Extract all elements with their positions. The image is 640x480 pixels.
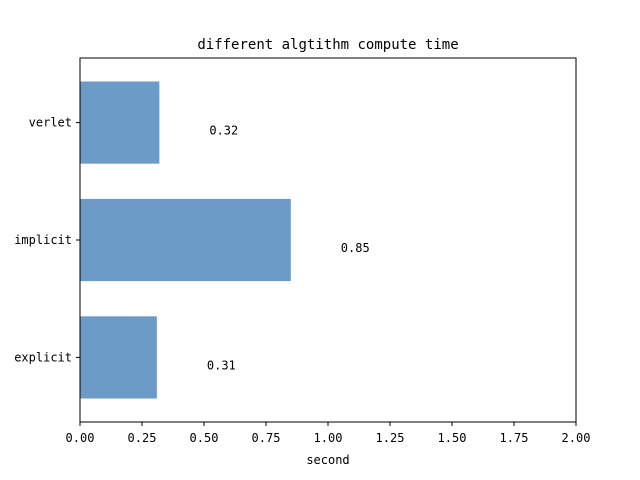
x-tick-label-0: 0.00	[66, 431, 95, 445]
data-label-verlet: 0.32	[209, 124, 238, 138]
y-tick-label-verlet: verlet	[29, 116, 72, 130]
bar-implicit	[80, 198, 291, 282]
bar-verlet	[80, 81, 160, 164]
x-tick-label-4: 1.00	[314, 431, 343, 445]
data-label-explicit: 0.31	[207, 358, 236, 372]
x-tick-label-5: 1.25	[376, 431, 405, 445]
chart-title: different algtithm compute time	[197, 37, 458, 53]
x-tick-label-6: 1.50	[438, 431, 467, 445]
x-tick-label-8: 2.00	[562, 431, 591, 445]
bar-labels: 0.31 0.85 0.32	[207, 124, 370, 373]
y-axis: explicit implicit verlet	[14, 116, 80, 364]
y-tick-label-explicit: explicit	[14, 350, 72, 364]
x-tick-label-7: 1.75	[500, 431, 529, 445]
plot-frame	[79, 57, 577, 423]
bar-explicit	[80, 316, 157, 399]
x-tick-label-1: 0.25	[128, 431, 157, 445]
bars	[80, 81, 291, 399]
x-tick-label-2: 0.50	[190, 431, 219, 445]
y-tick-label-implicit: implicit	[14, 233, 72, 247]
x-axis-label: second	[306, 453, 349, 467]
x-axis: 0.00 0.25 0.50 0.75 1.00 1.25 1.50 1.75 2.00	[66, 422, 591, 445]
data-label-implicit: 0.85	[341, 241, 370, 255]
x-tick-label-3: 0.75	[252, 431, 281, 445]
